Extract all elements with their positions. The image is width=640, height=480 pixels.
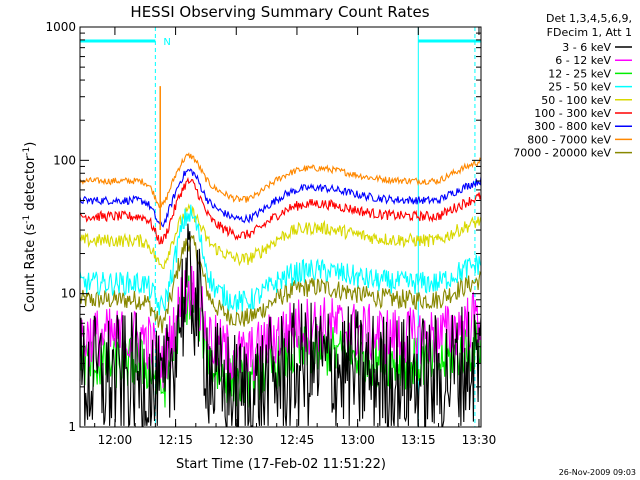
attenuator-state-label: N [163, 37, 170, 48]
plot-area: N [79, 27, 482, 428]
legend-header-line-1: Det 1,3,4,5,6,9, [546, 12, 632, 25]
x-tick-label: 13:15 [401, 433, 436, 447]
plot-frame [79, 26, 482, 428]
legend-label-1: 3 - 6 keV [562, 41, 611, 54]
series-line-5 [79, 203, 482, 269]
series-line-2 [79, 265, 482, 389]
chart-title: HESSI Observing Summary Count Rates [130, 3, 429, 21]
legend-label-9: 7000 - 20000 keV [513, 147, 611, 160]
legend-label-2: 6 - 12 keV [555, 54, 611, 67]
legend-label-7: 300 - 800 keV [534, 120, 611, 133]
legend-header-line-2: FDecim 1, Att 1 [547, 26, 632, 39]
series-line-6 [79, 176, 482, 245]
x-axis-label: Start Time (17-Feb-02 11:51:22) [176, 457, 386, 472]
y-tick-label: 1 [68, 420, 76, 434]
series-line-7 [79, 168, 482, 228]
legend: Det 1,3,4,5,6,9, FDecim 1, Att 1 3 - 6 k… [513, 12, 632, 160]
series-line-8 [79, 152, 482, 209]
series-line-1 [79, 223, 482, 428]
x-tick-label: 12:15 [158, 433, 193, 447]
y-axis: 1 10 100 1000 [45, 20, 481, 434]
legend-label-4: 25 - 50 keV [548, 81, 611, 94]
x-tick-label: 13:00 [340, 433, 375, 447]
legend-label-8: 800 - 7000 keV [527, 133, 611, 146]
y-tick-label: 10 [61, 287, 76, 301]
footer-timestamp: 26-Nov-2009 09:03 [559, 468, 636, 477]
y-tick-label: 1000 [45, 20, 76, 34]
series-line-9 [79, 234, 482, 334]
legend-label-3: 12 - 25 keV [548, 67, 611, 80]
y-tick-label: 100 [53, 153, 76, 167]
legend-label-5: 50 - 100 keV [541, 94, 611, 107]
series-line-4 [79, 204, 482, 316]
x-tick-label: 12:30 [219, 433, 254, 447]
x-tick-label: 13:30 [462, 433, 497, 447]
x-axis: 12:00 12:15 12:30 12:45 13:00 13:15 13:30 [94, 27, 497, 447]
y-axis-label: Count Rate (s-1 detector-1) [22, 142, 38, 313]
x-tick-label: 12:45 [280, 433, 315, 447]
legend-label-6: 100 - 300 keV [534, 107, 611, 120]
x-tick-label: 12:00 [98, 433, 133, 447]
